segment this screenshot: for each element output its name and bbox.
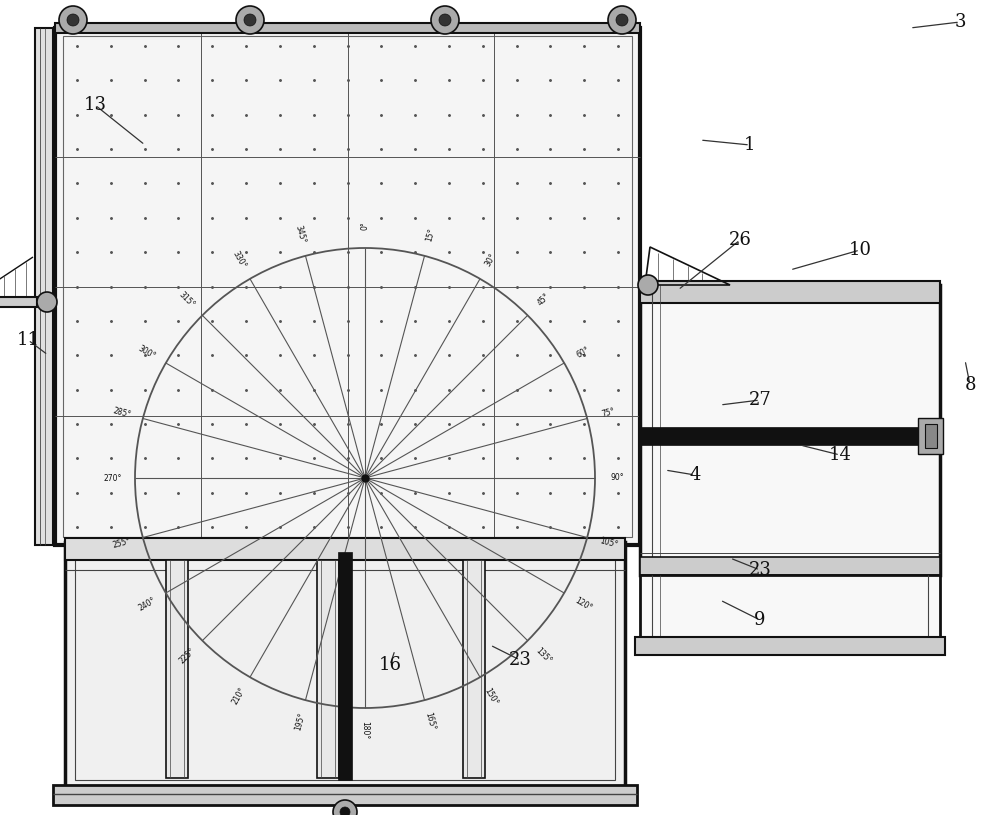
Bar <box>640 427 920 445</box>
Circle shape <box>608 6 636 34</box>
Text: 270°: 270° <box>104 474 122 482</box>
Bar <box>317 560 339 778</box>
Text: 180°: 180° <box>360 721 370 739</box>
Text: 11: 11 <box>16 331 40 349</box>
Text: 60°: 60° <box>575 345 591 359</box>
Text: 30°: 30° <box>484 252 498 268</box>
Text: 3: 3 <box>954 13 966 31</box>
Text: 150°: 150° <box>483 686 499 707</box>
Bar <box>635 637 945 655</box>
Text: 1: 1 <box>744 136 756 154</box>
Bar <box>0 297 37 307</box>
Text: 90°: 90° <box>610 474 624 482</box>
Bar <box>640 557 940 575</box>
Text: 10: 10 <box>848 241 872 259</box>
Text: 16: 16 <box>378 656 402 674</box>
Text: 26: 26 <box>729 231 751 249</box>
Circle shape <box>59 6 87 34</box>
Text: 330°: 330° <box>230 249 248 270</box>
Circle shape <box>340 807 350 815</box>
Text: 225°: 225° <box>177 646 196 666</box>
Text: 315°: 315° <box>177 290 196 310</box>
Text: 120°: 120° <box>573 596 593 612</box>
Text: 195°: 195° <box>293 711 307 731</box>
Circle shape <box>638 275 658 295</box>
Text: 255°: 255° <box>112 536 132 550</box>
Text: 75°: 75° <box>601 407 616 419</box>
Circle shape <box>236 6 264 34</box>
Text: 210°: 210° <box>231 686 247 707</box>
Text: 135°: 135° <box>534 646 553 666</box>
Text: 9: 9 <box>754 611 766 629</box>
Text: 23: 23 <box>509 651 531 669</box>
Text: 45°: 45° <box>535 292 551 308</box>
Text: 23: 23 <box>749 561 771 579</box>
Text: 165°: 165° <box>423 711 437 731</box>
Bar <box>55 28 640 545</box>
Circle shape <box>37 292 57 312</box>
Bar <box>338 552 352 780</box>
Bar <box>640 281 940 303</box>
Bar <box>640 285 940 575</box>
Text: 345°: 345° <box>293 224 307 244</box>
Bar <box>63 36 632 537</box>
Text: 285°: 285° <box>112 406 132 420</box>
Text: 15°: 15° <box>424 227 436 242</box>
Text: 8: 8 <box>964 376 976 394</box>
Text: 105°: 105° <box>598 536 618 550</box>
Circle shape <box>67 14 79 26</box>
Text: 13: 13 <box>84 96 106 114</box>
Bar <box>463 560 485 778</box>
Bar <box>35 28 53 545</box>
Text: 300°: 300° <box>137 343 157 360</box>
Bar <box>65 542 625 790</box>
Text: 27: 27 <box>749 391 771 409</box>
Circle shape <box>616 14 628 26</box>
Bar <box>75 552 615 780</box>
Text: 14: 14 <box>829 446 851 464</box>
Bar <box>640 575 940 640</box>
Bar <box>53 785 637 805</box>
Circle shape <box>244 14 256 26</box>
Bar <box>166 560 188 778</box>
Bar <box>65 538 625 560</box>
Circle shape <box>333 800 357 815</box>
Bar <box>55 23 640 33</box>
Bar <box>925 424 937 447</box>
Circle shape <box>431 6 459 34</box>
Text: 0°: 0° <box>360 222 370 231</box>
Text: 240°: 240° <box>137 596 157 613</box>
Circle shape <box>439 14 451 26</box>
Text: 4: 4 <box>689 466 701 484</box>
Bar <box>918 418 943 454</box>
